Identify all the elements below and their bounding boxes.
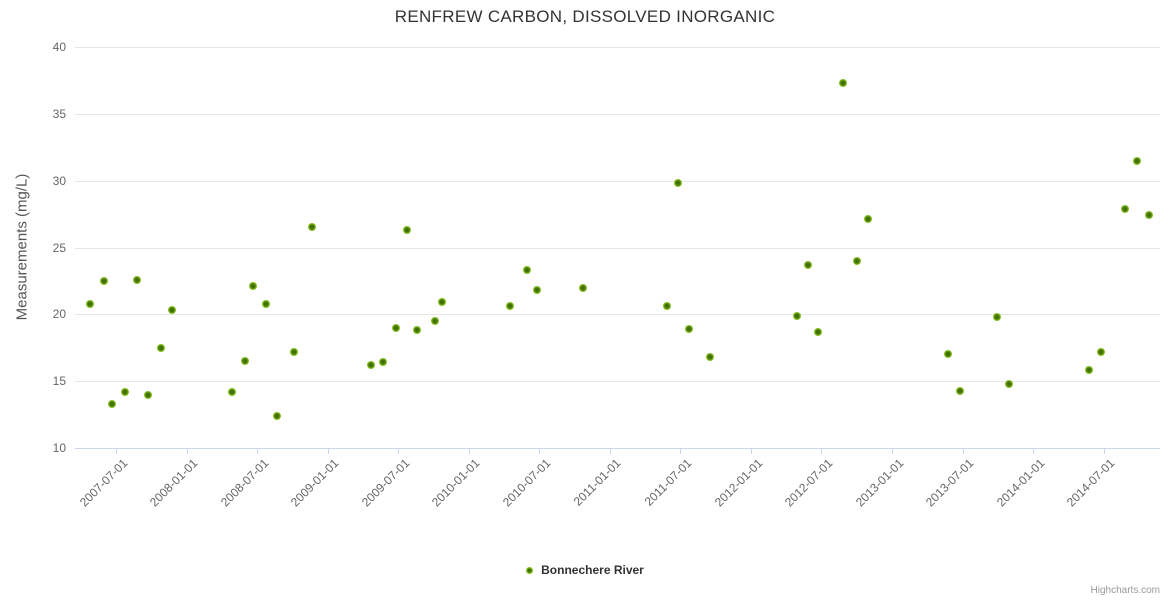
data-point[interactable] <box>1097 347 1106 356</box>
x-tick <box>892 448 894 454</box>
y-axis-label: 20 <box>52 307 66 322</box>
x-tick <box>327 448 329 454</box>
y-axis-label: 40 <box>52 40 66 54</box>
data-point[interactable] <box>366 361 375 370</box>
data-point[interactable] <box>579 283 588 292</box>
legend-label: Bonnechere River <box>541 563 644 577</box>
data-point[interactable] <box>944 350 953 359</box>
data-point[interactable] <box>413 326 422 335</box>
x-tick <box>609 448 611 454</box>
data-point[interactable] <box>814 327 823 336</box>
data-point[interactable] <box>431 317 439 326</box>
x-tick <box>750 448 752 454</box>
data-point[interactable] <box>262 299 271 308</box>
y-axis-label: 35 <box>52 106 66 121</box>
data-point[interactable] <box>852 256 861 265</box>
data-point[interactable] <box>227 387 236 396</box>
y-axis-label: 10 <box>52 441 66 455</box>
data-point[interactable] <box>956 386 965 395</box>
data-point[interactable] <box>1121 204 1130 213</box>
legend-item-bonnechere-river[interactable]: Bonnechere River <box>0 563 1170 577</box>
legend-marker-icon <box>526 566 534 574</box>
data-point[interactable] <box>506 302 515 311</box>
data-point[interactable] <box>437 298 446 307</box>
data-point[interactable] <box>992 313 1001 321</box>
data-point[interactable] <box>167 306 176 315</box>
data-point[interactable] <box>863 215 872 224</box>
data-point[interactable] <box>121 387 130 396</box>
data-point[interactable] <box>1004 379 1013 388</box>
data-point[interactable] <box>684 325 693 334</box>
gridline <box>75 381 1160 383</box>
data-point[interactable] <box>100 276 109 285</box>
data-point[interactable] <box>1132 156 1141 165</box>
data-point[interactable] <box>379 358 388 367</box>
data-point[interactable] <box>522 266 531 275</box>
data-point[interactable] <box>403 226 412 235</box>
data-point[interactable] <box>803 260 812 269</box>
x-tick <box>680 448 682 454</box>
data-point[interactable] <box>839 79 848 88</box>
gridline <box>75 247 1160 249</box>
data-point[interactable] <box>157 343 166 352</box>
y-axis-label: 15 <box>52 374 66 389</box>
data-point[interactable] <box>143 390 152 399</box>
data-point[interactable] <box>248 282 257 291</box>
x-tick <box>821 448 823 454</box>
x-tick <box>468 448 470 454</box>
x-tick <box>1033 448 1035 454</box>
chart-title: RENFREW CARBON, DISSOLVED INORGANIC <box>394 7 776 26</box>
y-axis-label: 30 <box>52 173 66 188</box>
gridline <box>75 314 1160 316</box>
y-axis-label: 25 <box>52 240 66 255</box>
x-tick <box>1103 448 1105 454</box>
x-tick <box>186 448 188 454</box>
data-point[interactable] <box>241 357 250 366</box>
x-tick <box>962 448 964 454</box>
data-point[interactable] <box>108 399 117 408</box>
x-tick <box>398 448 400 454</box>
data-point[interactable] <box>706 353 715 362</box>
gridline <box>75 180 1160 182</box>
gridline <box>75 47 1160 48</box>
highcharts-credit[interactable]: Highcharts.com <box>1090 585 1160 596</box>
data-point[interactable] <box>272 411 281 420</box>
x-tick <box>539 448 541 454</box>
x-tick <box>116 448 117 454</box>
data-point[interactable] <box>85 299 94 308</box>
data-point[interactable] <box>792 311 801 320</box>
data-point[interactable] <box>1084 366 1093 375</box>
data-point[interactable] <box>662 302 671 311</box>
data-point[interactable] <box>392 323 401 332</box>
x-tick <box>257 448 259 454</box>
data-point[interactable] <box>132 275 141 284</box>
gridline <box>75 113 1160 115</box>
data-point[interactable] <box>289 347 298 356</box>
data-point[interactable] <box>673 179 682 188</box>
data-point[interactable] <box>533 286 542 295</box>
data-point[interactable] <box>308 223 317 232</box>
plot-area <box>75 47 1160 449</box>
data-point[interactable] <box>1144 211 1153 220</box>
